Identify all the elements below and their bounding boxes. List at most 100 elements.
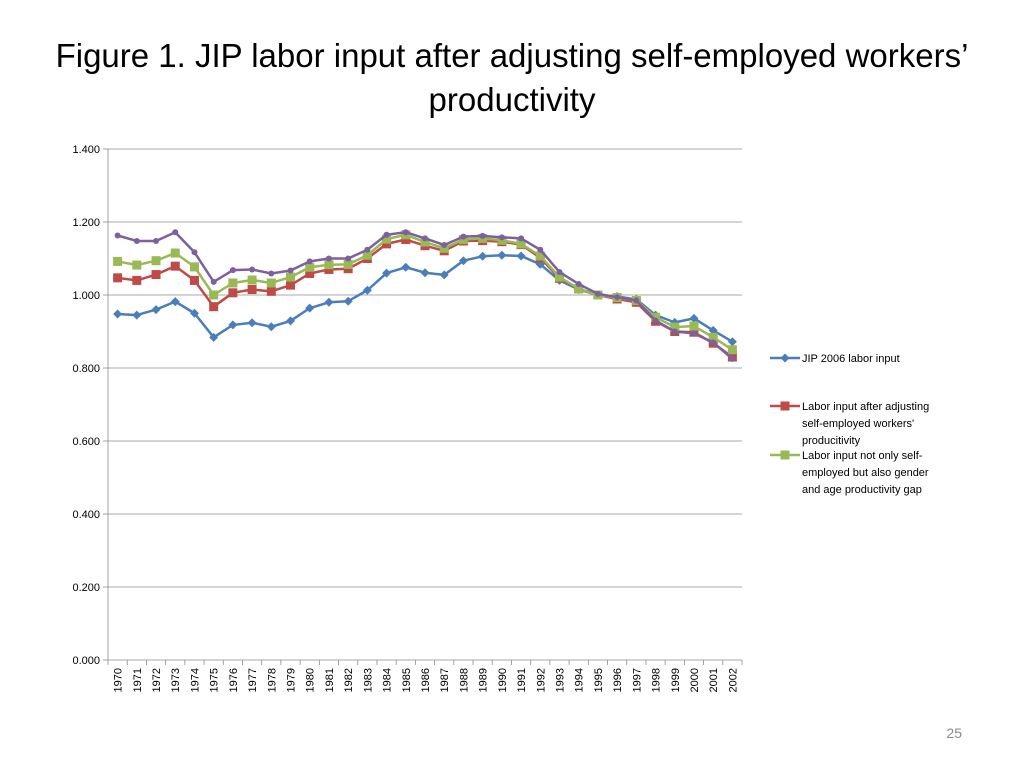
data-point	[113, 309, 123, 319]
data-point	[228, 278, 238, 288]
gridlines	[108, 148, 742, 588]
data-point	[247, 275, 257, 285]
data-point	[554, 272, 564, 282]
data-point	[518, 235, 525, 242]
y-tick-label: 0.200	[72, 582, 100, 594]
data-point	[325, 255, 332, 262]
data-point	[132, 310, 142, 320]
x-tick-label: 1988	[458, 668, 470, 692]
data-point	[324, 260, 334, 270]
data-point	[537, 246, 544, 253]
data-point	[228, 288, 238, 298]
data-point	[689, 321, 699, 331]
data-point	[229, 267, 236, 274]
x-tick-label: 1984	[382, 668, 394, 692]
data-point	[780, 353, 790, 363]
slide-title-line-2: productivity	[428, 81, 596, 118]
data-point	[324, 297, 334, 307]
x-tick-label: 1993	[554, 668, 566, 692]
data-point	[710, 339, 717, 346]
data-point	[209, 290, 219, 300]
data-point	[420, 237, 430, 247]
y-tick-label: 1.000	[72, 290, 100, 302]
data-point	[343, 296, 353, 306]
data-point	[345, 255, 352, 262]
x-tick-label: 1985	[401, 668, 413, 692]
data-point	[422, 235, 428, 242]
data-point	[479, 232, 486, 239]
data-point	[286, 272, 296, 282]
data-point	[113, 273, 123, 283]
data-point	[228, 320, 238, 330]
data-point	[151, 256, 161, 266]
data-point	[189, 262, 199, 272]
x-tick-label: 1992	[535, 668, 547, 692]
y-tick-label: 0.600	[72, 436, 100, 448]
data-point	[439, 270, 449, 280]
data-point	[382, 239, 392, 249]
data-point	[189, 308, 199, 318]
x-tick-label: 1972	[151, 668, 163, 692]
data-point	[114, 232, 121, 239]
data-point	[780, 450, 790, 460]
data-point	[556, 269, 563, 276]
x-tick-label: 2002	[727, 668, 739, 692]
data-point	[575, 281, 582, 288]
data-point	[266, 278, 276, 288]
x-tick-label: 1971	[132, 668, 144, 692]
data-point	[516, 239, 526, 249]
data-point	[633, 297, 640, 304]
data-point	[170, 297, 180, 307]
data-point	[170, 261, 180, 271]
data-point	[287, 267, 294, 274]
data-point	[498, 234, 505, 241]
x-tick-label: 1998	[651, 668, 663, 692]
data-point	[132, 275, 142, 285]
data-point	[441, 241, 448, 248]
data-point	[324, 264, 334, 274]
data-point	[305, 262, 315, 272]
data-point	[189, 275, 199, 285]
data-point	[594, 290, 601, 297]
data-point	[151, 270, 161, 280]
data-point	[574, 284, 584, 294]
legend-label: employed but also gender	[802, 467, 929, 479]
x-tick-label: 1980	[305, 668, 317, 692]
series-lines	[113, 229, 737, 362]
data-point	[132, 260, 142, 270]
series-4	[114, 229, 736, 362]
x-tick-label: 2001	[708, 668, 720, 692]
axes: 0.000 0.200 0.400 0.600 0.800 1.000 1.200 1.400…	[72, 144, 743, 692]
data-point	[652, 317, 659, 324]
data-point	[362, 250, 372, 260]
x-tick-label: 1990	[497, 668, 509, 692]
data-point	[690, 330, 697, 337]
data-point	[516, 251, 526, 261]
data-point	[172, 229, 179, 236]
legend-label: producitivity	[802, 435, 861, 447]
x-tick-label: 1976	[228, 668, 240, 692]
x-tick-label: 1978	[266, 668, 278, 692]
data-point	[420, 268, 430, 278]
data-point	[439, 243, 449, 253]
data-point	[689, 313, 699, 323]
x-tick-label: 2000	[689, 668, 701, 692]
data-point	[247, 285, 257, 295]
legend-entry: JIP 2006 labor input	[770, 353, 900, 365]
x-tick-label: 1975	[209, 668, 221, 692]
data-point	[305, 303, 315, 313]
data-point	[382, 268, 392, 278]
x-tick-label: 1991	[516, 668, 528, 692]
data-point	[460, 233, 467, 240]
data-point	[209, 332, 219, 342]
data-point	[170, 248, 180, 258]
data-point	[458, 256, 468, 266]
data-point	[286, 316, 296, 326]
data-point	[614, 294, 621, 301]
data-point	[497, 250, 507, 260]
legend-label: Labor input not only self-	[802, 450, 923, 462]
x-tick-label: 1995	[593, 668, 605, 692]
data-point	[286, 280, 296, 290]
x-tick-label: 1982	[343, 668, 355, 692]
x-tick-label: 1987	[439, 668, 451, 692]
